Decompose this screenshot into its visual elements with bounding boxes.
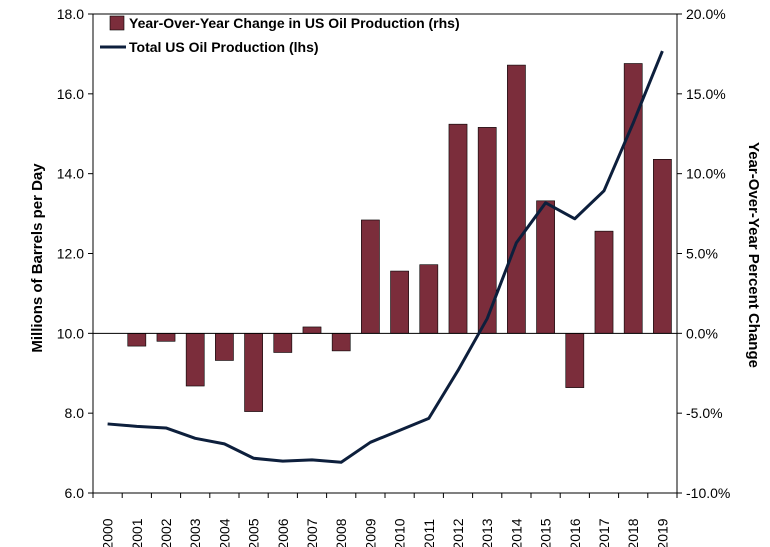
line-series [107,50,664,464]
bar-2016 [565,333,585,388]
x-tick-label: 2008 [333,518,349,547]
plot-frame [92,13,678,494]
bar-2017 [594,230,614,334]
x-tick-label: 2009 [362,518,378,547]
left-tick-label: 12.0 [57,246,84,262]
x-tick-label: 2012 [450,518,466,547]
bar-2005 [244,333,263,412]
bar-2009 [361,219,380,334]
right-tick-label: 15.0% [686,86,726,102]
x-tick-label: 2017 [596,518,612,547]
left-axis-ticks: 6.0 8.0 10.0 12.0 14.0 16.0 18.0 [57,6,93,501]
x-tick-label: 2003 [187,518,203,547]
bar-2011 [419,264,439,334]
x-tick-label: 2004 [216,518,232,547]
x-tick-label: 2013 [479,518,495,547]
bar-2003 [185,333,205,387]
right-tick-label: 20.0% [686,6,726,22]
bar-2004 [215,333,234,361]
bar-2002 [156,333,176,342]
left-axis-title: Millions of Barrels per Day [29,163,46,353]
bar-series [127,63,672,412]
x-tick-label: 2005 [246,518,262,547]
bar-2008 [331,333,351,352]
bar-2019 [653,159,672,334]
x-tick-label: 2007 [304,518,320,547]
x-tick-label: 2002 [158,518,174,547]
x-tick-label: 2011 [421,519,437,547]
bar-2012 [448,123,468,334]
x-tick-label: 2019 [654,518,670,547]
x-tick-label: 2015 [538,518,554,547]
legend-bar-label: Year-Over-Year Change in US Oil Producti… [129,15,460,31]
x-tick-label: 2016 [567,518,583,547]
bar-2014 [507,64,526,334]
right-tick-label: 10.0% [686,166,726,182]
x-tick-label: 2006 [275,518,291,547]
bar-2007 [302,326,322,334]
plot-area-border [92,13,678,494]
x-tick-label: 2000 [100,518,116,547]
x-tick-label: 2010 [392,518,408,547]
bar-2015 [536,200,555,334]
right-axis-title: Year-Over-Year Percent Change [745,142,762,368]
left-tick-label: 6.0 [65,485,85,501]
legend-bar-swatch [109,15,125,31]
right-axis-ticks: -10.0% -5.0% 0.0% 5.0% 10.0% 15.0% 20.0% [677,6,730,501]
x-tick-label: 2018 [625,518,641,547]
left-tick-label: 8.0 [65,405,85,421]
legend: Year-Over-Year Change in US Oil Producti… [100,15,460,55]
x-tick-label: 2014 [508,518,524,547]
bar-2001 [127,333,147,347]
bar-2006 [273,333,293,353]
right-tick-label: -5.0% [686,405,723,421]
legend-line-label: Total US Oil Production (lhs) [129,39,319,55]
left-tick-label: 18.0 [57,6,84,22]
right-tick-label: 0.0% [686,325,718,341]
total-production-line [107,50,664,464]
left-tick-label: 10.0 [57,325,84,341]
left-tick-label: 14.0 [57,166,84,182]
x-tick-label: 2001 [129,518,145,547]
left-tick-label: 16.0 [57,86,84,102]
right-tick-label: -10.0% [686,485,730,501]
bar-2010 [390,270,409,334]
right-tick-label: 5.0% [686,246,718,262]
x-axis-ticks: 2000 2001 2002 2003 2004 2005 2006 2007 2008 2009… [92,493,678,547]
